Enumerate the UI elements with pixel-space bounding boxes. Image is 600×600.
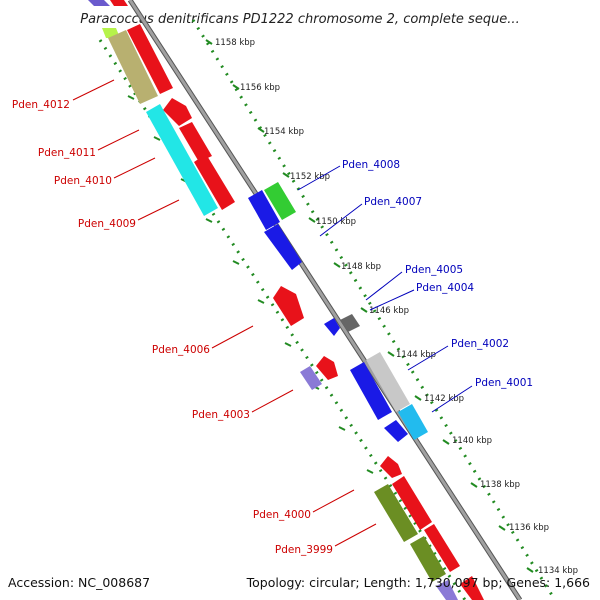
- reverse-gene-labels: Pden_4012 Pden_4011 Pden_4010 Pden_4009 …: [12, 99, 333, 556]
- left-dotted-guide: [98, 39, 467, 600]
- gene-block: [350, 362, 392, 420]
- gene-block: [424, 524, 460, 572]
- scale-label: 1152 kbp: [290, 172, 330, 182]
- gene-block: [340, 314, 360, 332]
- gene-label-pden-4005[interactable]: Pden_4005: [405, 264, 463, 276]
- scale-label: 1140 kbp: [452, 436, 492, 446]
- scale-label: 1154 kbp: [264, 127, 304, 137]
- scale-ticks: [205, 39, 534, 573]
- scale-label: 1146 kbp: [369, 306, 409, 316]
- scale-label: 1148 kbp: [341, 262, 381, 272]
- gene-block: [324, 318, 340, 336]
- scale-label: 1158 kbp: [215, 38, 255, 48]
- gene-label-pden-4008[interactable]: Pden_4008: [342, 159, 400, 171]
- gene-block: [264, 182, 296, 220]
- scale-label: 1136 kbp: [509, 523, 549, 533]
- accession-label: Accession: NC_008687: [8, 575, 150, 590]
- gene-label-pden-4006[interactable]: Pden_4006: [152, 344, 210, 356]
- scale-label: 1138 kbp: [480, 480, 520, 490]
- map-title: Paracoccus denitrificans PD1222 chromoso…: [80, 12, 519, 27]
- scale-label: 1142 kbp: [424, 394, 464, 404]
- gene-block: [384, 420, 408, 442]
- gene-block: [398, 404, 428, 440]
- backbone: [127, 0, 523, 600]
- gene-block: [110, 0, 128, 6]
- gene-label-pden-4003[interactable]: Pden_4003: [192, 409, 250, 421]
- forward-strand-features: [248, 182, 428, 442]
- gene-label-pden-4007[interactable]: Pden_4007: [364, 196, 422, 208]
- gene-block: [374, 484, 418, 542]
- gene-block: [88, 0, 110, 6]
- gene-block: [366, 352, 410, 412]
- gene-label-pden-4012[interactable]: Pden_4012: [12, 99, 70, 111]
- gene-block: [108, 30, 158, 104]
- gene-label-pden-4000[interactable]: Pden_4000: [253, 509, 311, 521]
- scale-label: 1150 kbp: [316, 217, 356, 227]
- gene-block: [436, 580, 458, 600]
- gene-block: [194, 154, 235, 210]
- topology-label: Topology: circular; Length: 1,730,097 bp…: [246, 575, 590, 590]
- scale-label: 1156 kbp: [240, 83, 280, 93]
- gene-label-pden-3999[interactable]: Pden_3999: [275, 544, 333, 556]
- gene-block: [410, 536, 446, 582]
- gene-block: [460, 576, 484, 600]
- scale-label: 1144 kbp: [396, 350, 436, 360]
- gene-label-pden-4001[interactable]: Pden_4001: [475, 377, 533, 389]
- gene-block: [179, 122, 212, 162]
- gene-label-pden-4010[interactable]: Pden_4010: [54, 175, 112, 187]
- gene-label-pden-4002[interactable]: Pden_4002: [451, 338, 509, 350]
- gene-block: [316, 356, 338, 380]
- gene-block: [248, 190, 280, 230]
- gene-block: [273, 286, 304, 326]
- gene-label-pden-4011[interactable]: Pden_4011: [38, 147, 96, 159]
- gene-block: [380, 456, 402, 478]
- left-leader-lines: [72, 79, 377, 547]
- gene-block: [146, 104, 218, 216]
- scale-label: 1134 kbp: [538, 566, 578, 576]
- gene-block: [392, 476, 432, 530]
- right-leader-lines: [297, 165, 473, 413]
- gene-block: [163, 98, 192, 126]
- gene-label-pden-4009[interactable]: Pden_4009: [78, 218, 136, 230]
- forward-gene-labels: Pden_4008 Pden_4007 Pden_4005 Pden_4004 …: [342, 159, 533, 389]
- gene-block: [127, 24, 173, 94]
- scale-labels: 1158 kbp 1156 kbp 1154 kbp 1152 kbp 1150…: [215, 38, 578, 576]
- gene-block: [264, 224, 302, 270]
- reverse-strand-features: [88, 0, 484, 600]
- gene-label-pden-4004[interactable]: Pden_4004: [416, 282, 474, 294]
- gene-block: [300, 366, 322, 390]
